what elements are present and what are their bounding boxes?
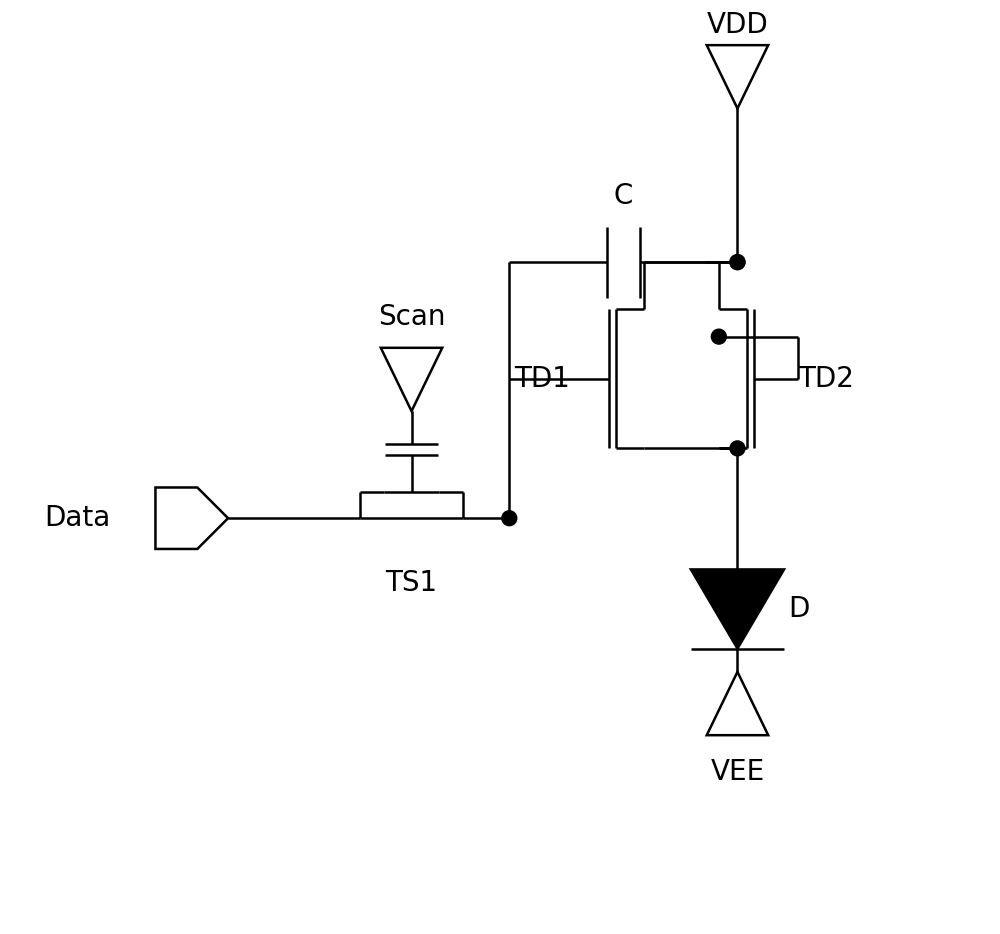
Text: TD2: TD2 bbox=[798, 364, 854, 392]
Text: TD1: TD1 bbox=[514, 364, 570, 392]
Circle shape bbox=[730, 441, 745, 456]
Text: VDD: VDD bbox=[707, 10, 768, 38]
Text: Data: Data bbox=[44, 504, 111, 532]
Polygon shape bbox=[691, 570, 784, 648]
Circle shape bbox=[730, 255, 745, 270]
Text: D: D bbox=[789, 595, 810, 623]
Circle shape bbox=[502, 511, 517, 526]
Text: C: C bbox=[614, 182, 633, 210]
Circle shape bbox=[711, 329, 726, 344]
Text: Scan: Scan bbox=[378, 303, 445, 331]
Circle shape bbox=[730, 255, 745, 270]
Text: TS1: TS1 bbox=[385, 570, 438, 598]
Text: VEE: VEE bbox=[710, 757, 765, 785]
